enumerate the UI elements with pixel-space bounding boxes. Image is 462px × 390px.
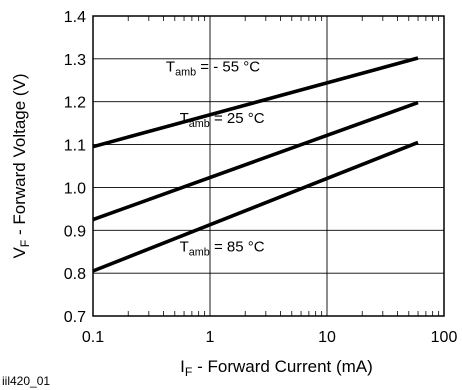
y-tick-label: 1.4 <box>64 9 86 26</box>
series-labels: Tamb = - 55 °C Tamb = 25 °C Tamb = 85 °C <box>166 59 265 259</box>
plot-frame <box>92 15 445 317</box>
series-line-1 <box>92 56 419 149</box>
y-tick-label: 0.8 <box>64 266 86 283</box>
series-label-2: Tamb = 25 °C <box>180 110 265 130</box>
x-tick-labels: 0.1 1 10 100 <box>82 329 458 346</box>
x-tick-label: 0.1 <box>82 329 104 346</box>
series-label-1: Tamb = - 55 °C <box>166 59 260 79</box>
series-lines <box>92 56 419 273</box>
y-tick-label: 1.3 <box>64 52 86 69</box>
grid <box>92 15 445 317</box>
y-axis-title: VF - Forward Voltage (V) <box>10 73 32 258</box>
x-tick-label: 100 <box>431 329 458 346</box>
y-tick-label: 1.1 <box>64 138 86 155</box>
x-tick-label: 10 <box>318 329 336 346</box>
x-axis-title: IF - Forward Current (mA) <box>180 357 373 379</box>
x-tick-label: 1 <box>206 329 215 346</box>
series-line-3 <box>92 140 419 273</box>
series-label-3: Tamb = 85 °C <box>180 239 265 259</box>
series-line-2 <box>92 100 419 222</box>
y-tick-label: 1.0 <box>64 180 86 197</box>
y-tick-label: 0.9 <box>64 223 86 240</box>
y-tick-labels: 0.7 0.8 0.9 1.0 1.1 1.2 1.3 1.4 <box>64 9 86 326</box>
figure-code: iil420_01 <box>2 374 50 388</box>
y-tick-label: 0.7 <box>64 309 86 326</box>
y-tick-label: 1.2 <box>64 95 86 112</box>
